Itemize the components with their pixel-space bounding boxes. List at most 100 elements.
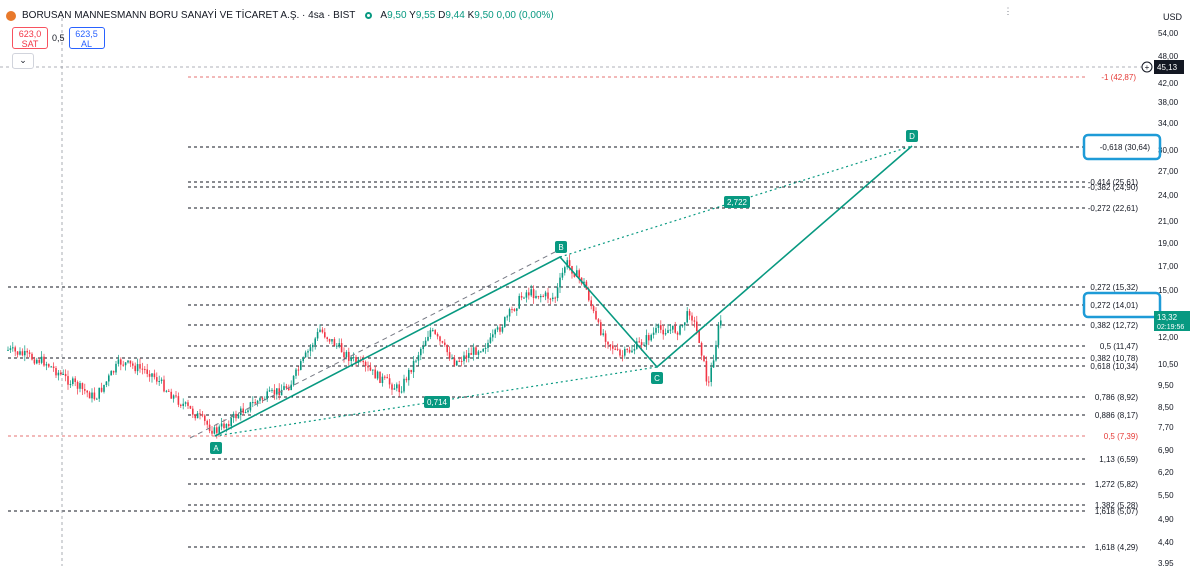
bd-ratio-line	[559, 145, 913, 258]
company-logo-icon	[6, 10, 16, 21]
candle-body	[523, 297, 525, 299]
candle-body	[688, 311, 691, 316]
fib-level-label: -0,618 (30,64)	[1100, 143, 1151, 152]
pattern-point-a	[210, 442, 222, 454]
candle-body	[96, 398, 98, 400]
currency-label[interactable]: USD	[1162, 12, 1182, 22]
candle-body	[86, 390, 88, 393]
candle-body	[712, 360, 715, 368]
fib-level-label: 0,272 (14,01)	[1090, 301, 1138, 310]
ratio-bd-label: 2,722	[727, 198, 748, 207]
candle-body	[540, 295, 542, 298]
abcd-pattern-line	[214, 145, 913, 437]
sell-button[interactable]: 623,0 SAT	[12, 27, 48, 49]
candle-body	[710, 367, 712, 382]
candle-body	[552, 297, 554, 299]
candle-body	[369, 367, 372, 371]
candle-body	[518, 295, 520, 309]
candle-body	[576, 270, 578, 277]
candle-body	[261, 398, 264, 400]
candle-body	[554, 297, 556, 299]
candle-body	[621, 355, 624, 357]
candle-body	[196, 413, 199, 419]
candle-body	[386, 377, 388, 379]
candle-body	[57, 372, 60, 376]
candle-body	[62, 373, 64, 375]
price-axis-tick: 15,00	[1158, 286, 1179, 295]
candle-body	[256, 400, 259, 404]
candle-body	[297, 369, 300, 371]
candle-body	[381, 376, 384, 383]
candle-body	[160, 379, 163, 382]
candle-body	[429, 330, 432, 337]
candle-body	[408, 369, 410, 381]
candle-body	[103, 384, 105, 392]
candle-body	[252, 402, 254, 404]
candle-body	[516, 308, 518, 311]
buy-button[interactable]: 623,5 AL	[68, 27, 105, 49]
candle-body	[604, 333, 607, 342]
fib-level-label: 0,786 (8,92)	[1095, 393, 1138, 402]
candle-body	[16, 351, 19, 355]
candle-body	[110, 371, 112, 376]
candle-body	[144, 369, 146, 371]
candle-body	[542, 295, 544, 297]
fib-level-label: 0,382 (12,72)	[1090, 321, 1138, 330]
candle-body	[273, 389, 276, 395]
candle-body	[501, 326, 504, 332]
candle-body	[460, 360, 463, 362]
candle-body	[328, 339, 331, 342]
candle-body	[532, 289, 535, 299]
candle-body	[535, 295, 537, 299]
candle-body	[720, 320, 722, 326]
candle-body	[280, 389, 283, 396]
candle-body	[43, 356, 45, 366]
candle-body	[340, 343, 343, 353]
fib-level-label: -0,272 (22,61)	[1088, 204, 1139, 213]
candle-body	[153, 373, 156, 378]
candle-body	[669, 329, 672, 331]
trade-buttons: 623,0 SAT 0,5 623,5 AL	[12, 27, 105, 49]
candle-body	[98, 387, 100, 399]
candle-body	[213, 427, 216, 434]
candle-body	[487, 342, 489, 348]
candle-body	[556, 287, 559, 299]
candle-body	[674, 325, 676, 333]
candle-body	[427, 336, 429, 341]
pattern-point-label: C	[654, 374, 660, 383]
candle-body	[69, 384, 72, 386]
candle-body	[640, 342, 643, 346]
symbol-title[interactable]: BORUSAN MANNESMANN BORU SANAYİ VE TİCARE…	[22, 10, 356, 21]
candle-body	[194, 414, 196, 419]
candle-body	[470, 353, 472, 355]
candle-body	[292, 375, 295, 385]
candle-body	[72, 378, 74, 385]
candle-body	[172, 395, 175, 399]
candle-body	[475, 347, 477, 355]
fib-level-label: 0,272 (15,32)	[1090, 283, 1138, 292]
candle-body	[211, 430, 213, 434]
candle-body	[132, 363, 134, 366]
candle-body	[321, 329, 324, 333]
candle-body	[120, 359, 122, 365]
ohlc-values: A9,50 Y9,55 D9,44 K9,50 0,00 (0,00%)	[380, 10, 554, 21]
candle-body	[602, 333, 604, 335]
candle-body	[223, 423, 225, 428]
candle-body	[506, 316, 508, 318]
chevron-down-icon[interactable]: ⌄	[12, 53, 34, 69]
candle-body	[482, 348, 484, 352]
candle-body	[439, 336, 441, 342]
candle-body	[168, 390, 170, 392]
candle-body	[129, 360, 132, 364]
candle-body	[566, 260, 568, 268]
candle-body	[324, 332, 326, 338]
candle-body	[513, 309, 516, 311]
candle-body	[393, 388, 396, 390]
candle-body	[302, 357, 304, 362]
candle-body	[266, 391, 268, 400]
candle-body	[708, 381, 710, 383]
candle-body	[81, 383, 84, 390]
price-axis-tick: 8,50	[1158, 403, 1174, 412]
